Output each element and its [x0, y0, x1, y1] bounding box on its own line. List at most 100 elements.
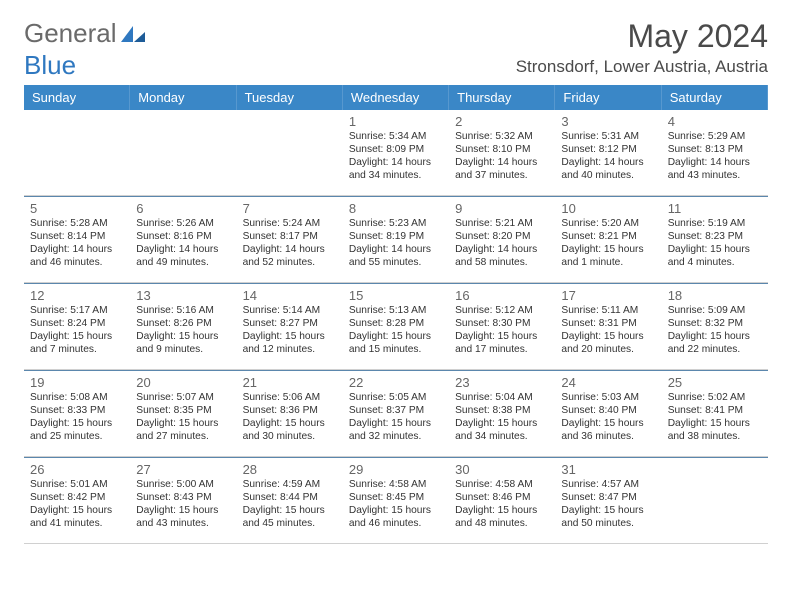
day-cell-31: 31Sunrise: 4:57 AMSunset: 8:47 PMDayligh… [555, 458, 661, 544]
day-cell-28: 28Sunrise: 4:59 AMSunset: 8:44 PMDayligh… [237, 458, 343, 544]
day-cell-1: 1Sunrise: 5:34 AMSunset: 8:09 PMDaylight… [343, 110, 449, 196]
week-row: 26Sunrise: 5:01 AMSunset: 8:42 PMDayligh… [24, 457, 768, 544]
day-info: Sunrise: 5:13 AMSunset: 8:28 PMDaylight:… [349, 304, 443, 356]
day-number: 14 [243, 288, 337, 303]
day-number: 1 [349, 114, 443, 129]
day-info: Sunrise: 5:06 AMSunset: 8:36 PMDaylight:… [243, 391, 337, 443]
day-number: 12 [30, 288, 124, 303]
day-info: Sunrise: 4:59 AMSunset: 8:44 PMDaylight:… [243, 478, 337, 530]
day-cell-25: 25Sunrise: 5:02 AMSunset: 8:41 PMDayligh… [662, 371, 768, 457]
day-cell-13: 13Sunrise: 5:16 AMSunset: 8:26 PMDayligh… [130, 284, 236, 370]
day-number: 18 [668, 288, 762, 303]
day-info: Sunrise: 5:28 AMSunset: 8:14 PMDaylight:… [30, 217, 124, 269]
day-number: 30 [455, 462, 549, 477]
day-number: 13 [136, 288, 230, 303]
day-info: Sunrise: 5:02 AMSunset: 8:41 PMDaylight:… [668, 391, 762, 443]
day-info: Sunrise: 5:31 AMSunset: 8:12 PMDaylight:… [561, 130, 655, 182]
day-cell-7: 7Sunrise: 5:24 AMSunset: 8:17 PMDaylight… [237, 197, 343, 283]
logo-text-general: General [24, 18, 117, 49]
day-number: 5 [30, 201, 124, 216]
day-number: 24 [561, 375, 655, 390]
day-cell-11: 11Sunrise: 5:19 AMSunset: 8:23 PMDayligh… [662, 197, 768, 283]
day-cell-8: 8Sunrise: 5:23 AMSunset: 8:19 PMDaylight… [343, 197, 449, 283]
day-number: 2 [455, 114, 549, 129]
day-number: 29 [349, 462, 443, 477]
dow-sunday: Sunday [24, 85, 130, 110]
week-row: 12Sunrise: 5:17 AMSunset: 8:24 PMDayligh… [24, 283, 768, 370]
day-info: Sunrise: 5:12 AMSunset: 8:30 PMDaylight:… [455, 304, 549, 356]
day-info: Sunrise: 5:05 AMSunset: 8:37 PMDaylight:… [349, 391, 443, 443]
day-info: Sunrise: 5:14 AMSunset: 8:27 PMDaylight:… [243, 304, 337, 356]
dow-monday: Monday [130, 85, 236, 110]
day-cell-10: 10Sunrise: 5:20 AMSunset: 8:21 PMDayligh… [555, 197, 661, 283]
day-number: 20 [136, 375, 230, 390]
dow-thursday: Thursday [449, 85, 555, 110]
logo-text-blue: Blue [24, 50, 76, 81]
day-info: Sunrise: 5:01 AMSunset: 8:42 PMDaylight:… [30, 478, 124, 530]
day-cell-29: 29Sunrise: 4:58 AMSunset: 8:45 PMDayligh… [343, 458, 449, 544]
day-number: 6 [136, 201, 230, 216]
day-info: Sunrise: 5:08 AMSunset: 8:33 PMDaylight:… [30, 391, 124, 443]
day-number: 7 [243, 201, 337, 216]
day-info: Sunrise: 4:58 AMSunset: 8:46 PMDaylight:… [455, 478, 549, 530]
week-row: 19Sunrise: 5:08 AMSunset: 8:33 PMDayligh… [24, 370, 768, 457]
day-cell-5: 5Sunrise: 5:28 AMSunset: 8:14 PMDaylight… [24, 197, 130, 283]
weeks-grid: 1Sunrise: 5:34 AMSunset: 8:09 PMDaylight… [24, 110, 768, 544]
dow-friday: Friday [555, 85, 661, 110]
day-cell-30: 30Sunrise: 4:58 AMSunset: 8:46 PMDayligh… [449, 458, 555, 544]
day-cell-14: 14Sunrise: 5:14 AMSunset: 8:27 PMDayligh… [237, 284, 343, 370]
day-number: 19 [30, 375, 124, 390]
day-number: 3 [561, 114, 655, 129]
empty-cell [237, 110, 343, 196]
day-info: Sunrise: 5:00 AMSunset: 8:43 PMDaylight:… [136, 478, 230, 530]
day-info: Sunrise: 5:11 AMSunset: 8:31 PMDaylight:… [561, 304, 655, 356]
day-cell-26: 26Sunrise: 5:01 AMSunset: 8:42 PMDayligh… [24, 458, 130, 544]
day-cell-12: 12Sunrise: 5:17 AMSunset: 8:24 PMDayligh… [24, 284, 130, 370]
day-number: 16 [455, 288, 549, 303]
day-of-week-header: SundayMondayTuesdayWednesdayThursdayFrid… [24, 85, 768, 110]
week-row: 5Sunrise: 5:28 AMSunset: 8:14 PMDaylight… [24, 196, 768, 283]
logo: General [24, 18, 147, 49]
day-info: Sunrise: 5:20 AMSunset: 8:21 PMDaylight:… [561, 217, 655, 269]
day-cell-4: 4Sunrise: 5:29 AMSunset: 8:13 PMDaylight… [662, 110, 768, 196]
day-cell-16: 16Sunrise: 5:12 AMSunset: 8:30 PMDayligh… [449, 284, 555, 370]
empty-cell [24, 110, 130, 196]
title-block: May 2024 Stronsdorf, Lower Austria, Aust… [516, 18, 768, 77]
empty-cell [130, 110, 236, 196]
day-number: 31 [561, 462, 655, 477]
day-number: 21 [243, 375, 337, 390]
day-info: Sunrise: 5:19 AMSunset: 8:23 PMDaylight:… [668, 217, 762, 269]
day-cell-2: 2Sunrise: 5:32 AMSunset: 8:10 PMDaylight… [449, 110, 555, 196]
day-cell-15: 15Sunrise: 5:13 AMSunset: 8:28 PMDayligh… [343, 284, 449, 370]
empty-cell [662, 458, 768, 544]
day-info: Sunrise: 5:03 AMSunset: 8:40 PMDaylight:… [561, 391, 655, 443]
day-info: Sunrise: 5:32 AMSunset: 8:10 PMDaylight:… [455, 130, 549, 182]
day-cell-22: 22Sunrise: 5:05 AMSunset: 8:37 PMDayligh… [343, 371, 449, 457]
day-number: 22 [349, 375, 443, 390]
day-cell-20: 20Sunrise: 5:07 AMSunset: 8:35 PMDayligh… [130, 371, 236, 457]
day-info: Sunrise: 5:29 AMSunset: 8:13 PMDaylight:… [668, 130, 762, 182]
day-cell-23: 23Sunrise: 5:04 AMSunset: 8:38 PMDayligh… [449, 371, 555, 457]
day-cell-27: 27Sunrise: 5:00 AMSunset: 8:43 PMDayligh… [130, 458, 236, 544]
day-cell-21: 21Sunrise: 5:06 AMSunset: 8:36 PMDayligh… [237, 371, 343, 457]
day-info: Sunrise: 4:58 AMSunset: 8:45 PMDaylight:… [349, 478, 443, 530]
day-cell-18: 18Sunrise: 5:09 AMSunset: 8:32 PMDayligh… [662, 284, 768, 370]
day-cell-3: 3Sunrise: 5:31 AMSunset: 8:12 PMDaylight… [555, 110, 661, 196]
day-number: 27 [136, 462, 230, 477]
day-cell-24: 24Sunrise: 5:03 AMSunset: 8:40 PMDayligh… [555, 371, 661, 457]
logo-sail-icon [119, 24, 147, 44]
day-number: 11 [668, 201, 762, 216]
dow-wednesday: Wednesday [343, 85, 449, 110]
location-subtitle: Stronsdorf, Lower Austria, Austria [516, 57, 768, 77]
dow-saturday: Saturday [662, 85, 768, 110]
calendar: SundayMondayTuesdayWednesdayThursdayFrid… [24, 85, 768, 544]
day-number: 17 [561, 288, 655, 303]
day-cell-19: 19Sunrise: 5:08 AMSunset: 8:33 PMDayligh… [24, 371, 130, 457]
day-info: Sunrise: 5:23 AMSunset: 8:19 PMDaylight:… [349, 217, 443, 269]
week-row: 1Sunrise: 5:34 AMSunset: 8:09 PMDaylight… [24, 110, 768, 196]
day-info: Sunrise: 5:09 AMSunset: 8:32 PMDaylight:… [668, 304, 762, 356]
day-number: 28 [243, 462, 337, 477]
day-number: 26 [30, 462, 124, 477]
day-info: Sunrise: 5:24 AMSunset: 8:17 PMDaylight:… [243, 217, 337, 269]
month-title: May 2024 [516, 18, 768, 55]
